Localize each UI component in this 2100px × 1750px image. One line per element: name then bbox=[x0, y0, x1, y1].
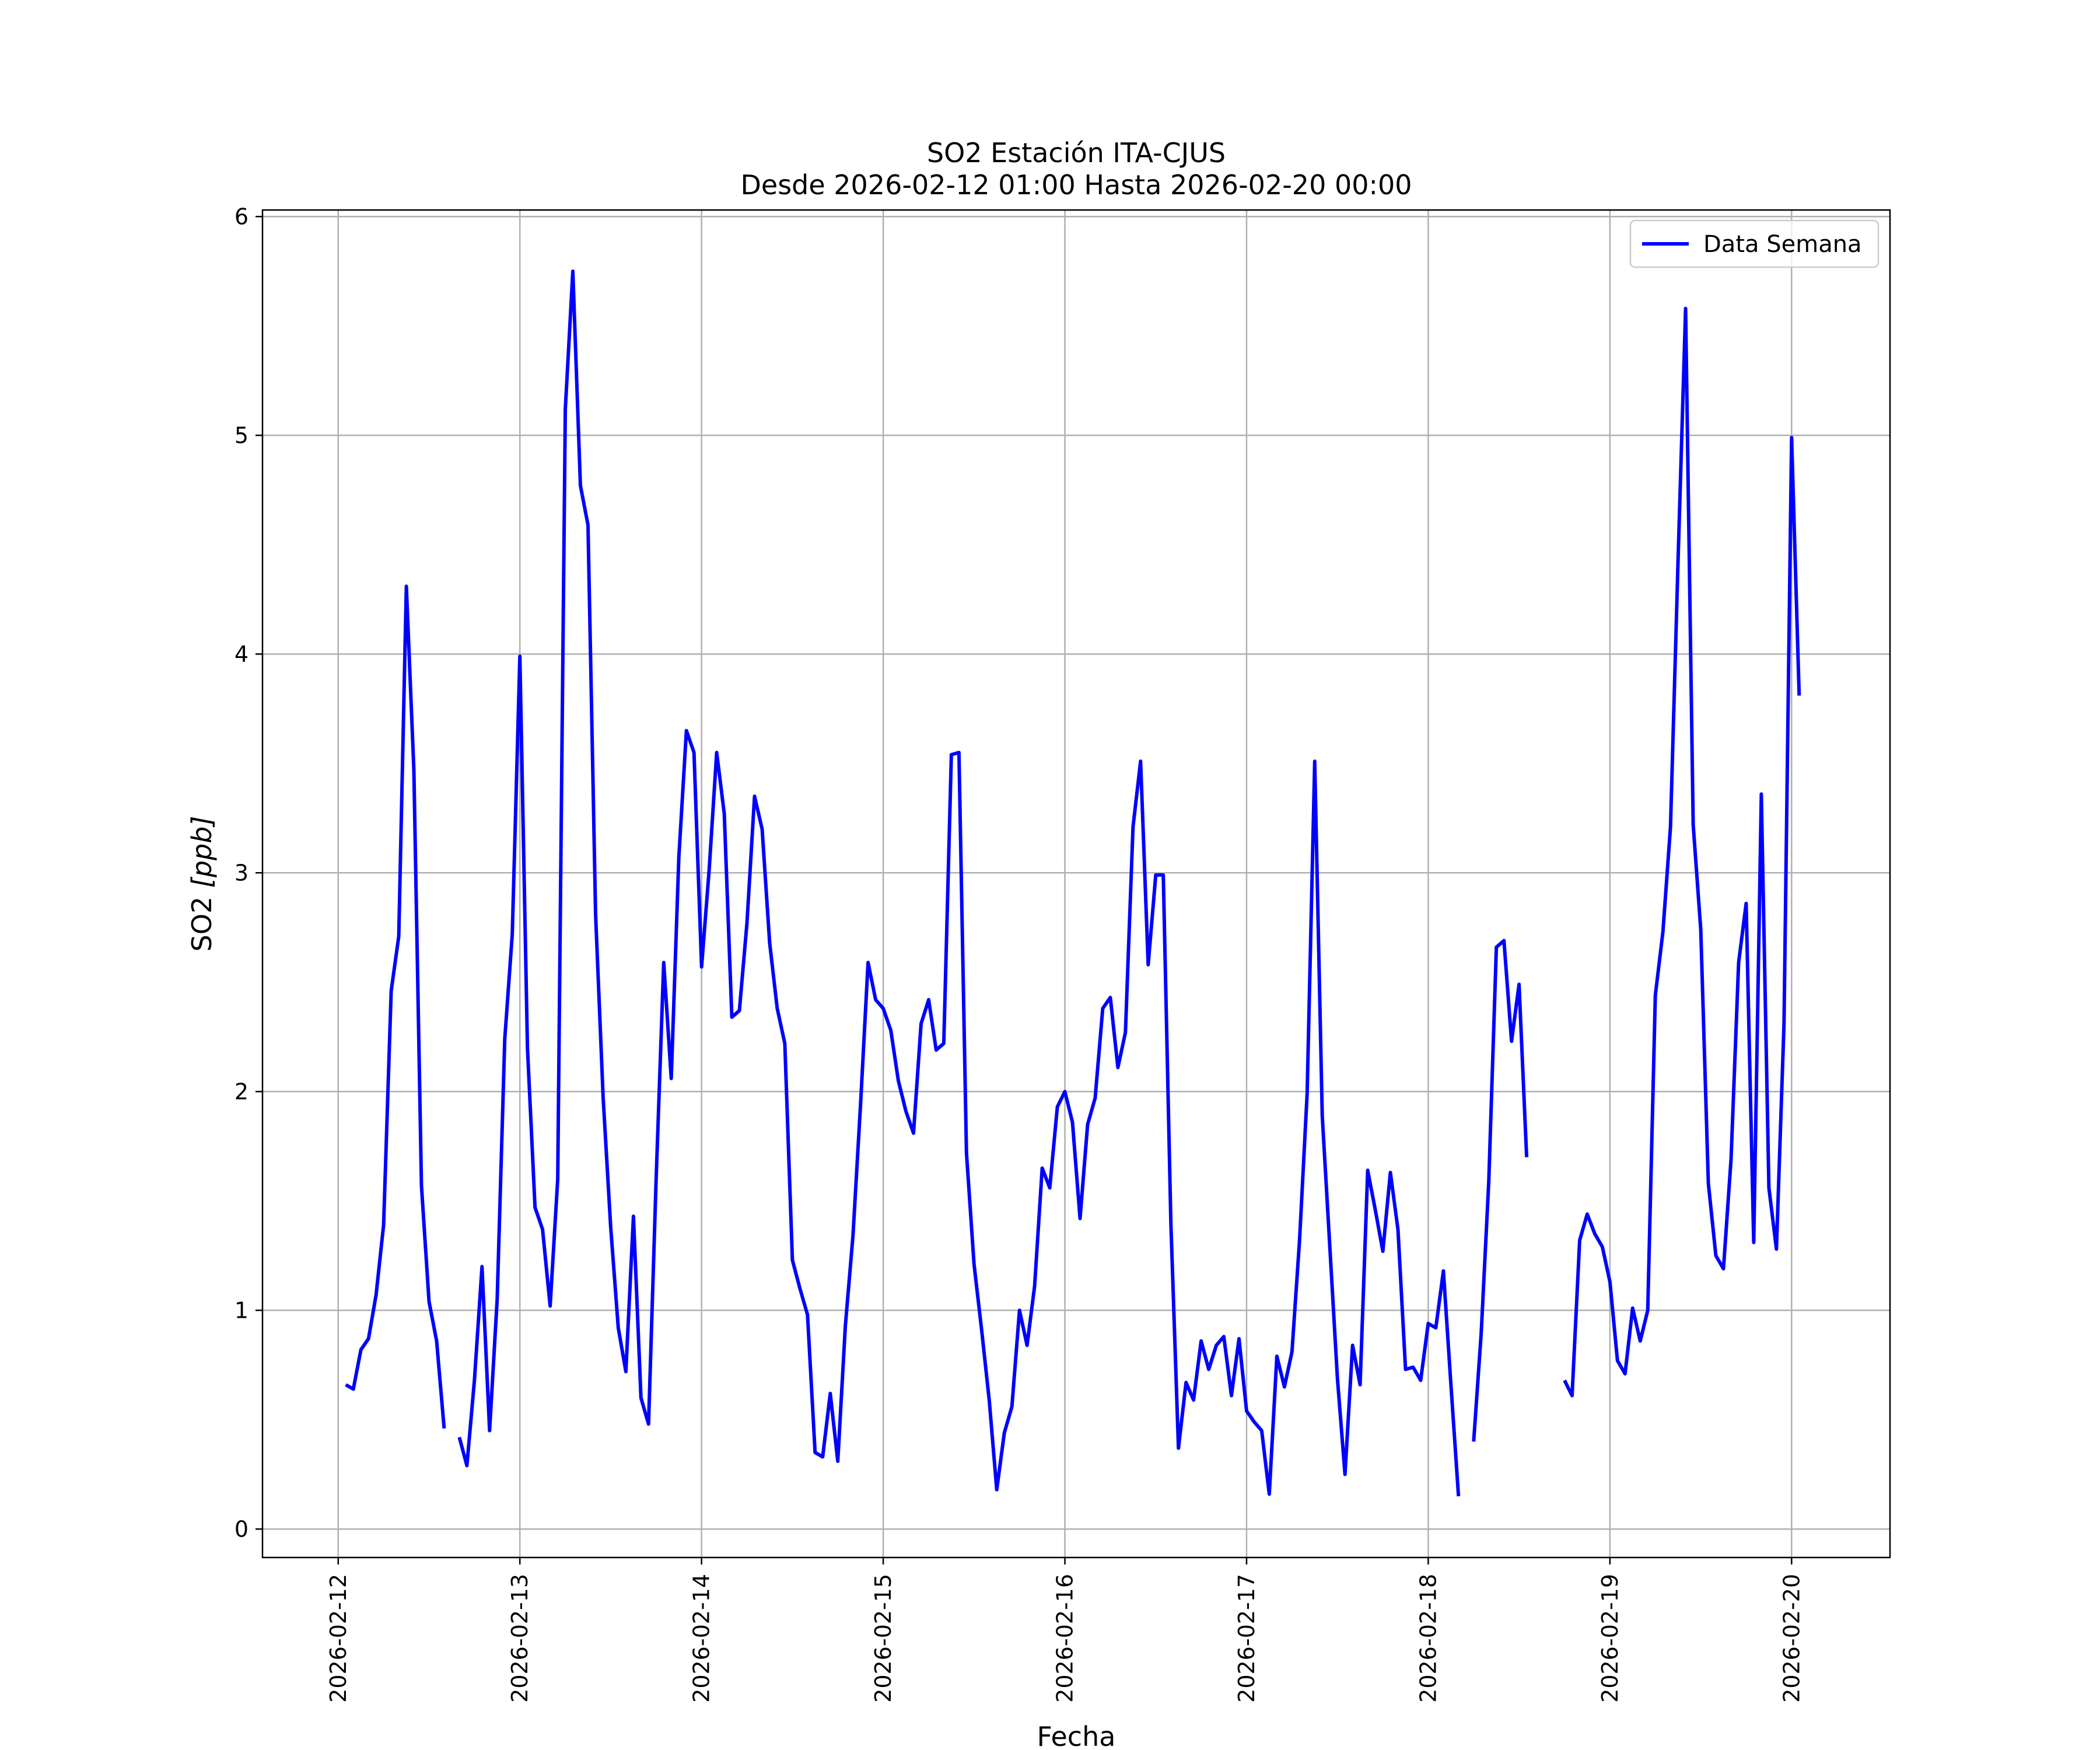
x-tick-label: 2026-02-20 bbox=[1779, 1574, 1804, 1703]
x-tick-label: 2026-02-19 bbox=[1597, 1574, 1623, 1703]
y-axis-label: SO2 [ppb] bbox=[186, 816, 218, 952]
x-tick-label: 2026-02-15 bbox=[870, 1574, 896, 1703]
x-tick-label: 2026-02-12 bbox=[326, 1574, 351, 1703]
y-tick-label: 1 bbox=[235, 1297, 249, 1323]
y-axis-label-unit: [ppb] bbox=[186, 816, 218, 888]
y-tick-label: 2 bbox=[235, 1079, 249, 1104]
x-axis-label: Fecha bbox=[1037, 1721, 1116, 1750]
y-tick-label: 6 bbox=[235, 204, 249, 229]
y-axis-label-main: SO2 bbox=[186, 888, 218, 951]
x-axis-ticks: 2026-02-12 2026-02-13 2026-02-14 2026-02-15… bbox=[326, 1558, 1804, 1703]
legend: Data Semana bbox=[1629, 219, 1880, 268]
y-tick-label: 0 bbox=[235, 1516, 249, 1542]
series-lines bbox=[345, 270, 1801, 1497]
x-tick-label: 2026-02-17 bbox=[1234, 1574, 1259, 1703]
x-tick-label: 2026-02-13 bbox=[507, 1574, 533, 1703]
y-tick-label: 3 bbox=[235, 860, 249, 886]
x-tick-label: 2026-02-16 bbox=[1052, 1574, 1078, 1703]
chart-subtitle: Desde 2026-02-12 01:00 Hasta 2026-02-20 … bbox=[740, 169, 1412, 201]
legend-label: Data Semana bbox=[1703, 231, 1862, 258]
grid-lines bbox=[262, 210, 1890, 1558]
x-tick-label: 2026-02-14 bbox=[689, 1574, 715, 1703]
y-tick-label: 5 bbox=[235, 422, 249, 448]
series-line-data-semana bbox=[345, 270, 1801, 1497]
plot-frame bbox=[261, 209, 1891, 1559]
legend-box bbox=[1629, 219, 1880, 268]
plot-area-background bbox=[262, 210, 1890, 1558]
chart-title: SO2 Estación ITA-CJUS bbox=[927, 137, 1226, 169]
y-tick-label: 4 bbox=[235, 641, 249, 667]
y-axis-ticks: 0 1 2 3 4 5 6 bbox=[235, 204, 262, 1542]
x-tick-label: 2026-02-18 bbox=[1415, 1574, 1441, 1703]
